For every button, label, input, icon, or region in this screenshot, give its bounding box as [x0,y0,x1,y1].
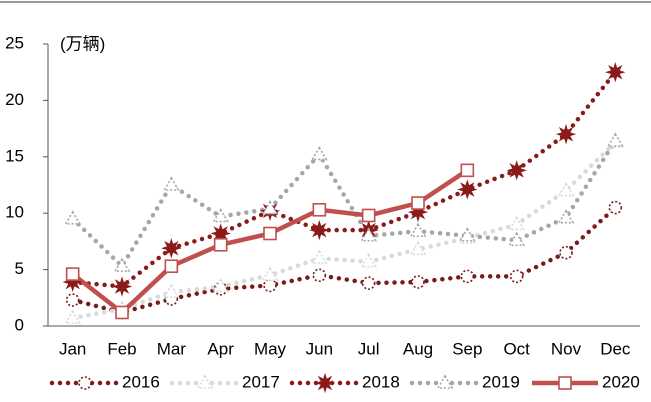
unit-label: (万辆) [60,34,105,53]
marker [555,123,577,145]
x-tick-label: Oct [503,339,530,358]
marker [162,176,180,191]
legend-label: 2016 [122,372,160,391]
x-tick-label: Aug [403,339,433,358]
legend-label: 2017 [242,372,280,391]
marker [361,276,376,290]
marker [458,227,476,242]
marker [460,163,475,178]
x-tick-label: Mar [157,339,187,358]
marker [508,215,526,231]
marker [115,305,129,320]
marker [411,196,425,210]
marker [506,160,527,181]
marker [164,259,179,274]
marker [64,210,82,225]
marker [460,269,475,284]
marker [457,179,478,200]
marker [411,275,425,289]
x-tick-label: May [254,339,287,358]
marker [309,219,330,241]
marker [161,238,182,259]
marker [113,257,131,273]
series-line [70,139,618,321]
marker [557,182,575,197]
marker [261,200,279,215]
marker [263,278,277,293]
legend-label: 2020 [602,372,640,391]
marker [312,268,327,283]
marker [509,269,524,284]
x-tick-label: Feb [107,339,136,358]
marker [213,237,228,252]
marker [111,276,133,297]
x-tick-label: Apr [207,339,234,358]
marker [360,253,378,268]
marker [558,376,572,390]
marker [409,240,427,256]
marker [361,208,376,223]
marker [78,376,92,390]
x-tick-label: Dec [600,339,631,358]
legend-label: 2018 [362,372,400,391]
marker [65,293,80,307]
marker [65,267,80,281]
series-line [70,69,618,289]
marker [162,283,180,298]
y-tick-label: 0 [15,315,24,334]
y-tick-label: 25 [5,33,24,52]
series-line [70,138,618,270]
x-tick-label: Sep [452,339,482,358]
marker [263,226,277,241]
y-tick-label: 20 [5,90,24,109]
marker [508,231,526,247]
marker [212,207,230,223]
marker [436,374,454,389]
x-tick-label: Jun [306,339,333,358]
y-tick-label: 10 [5,203,24,222]
marker [608,200,623,215]
marker [312,203,327,217]
marker [606,132,624,147]
x-tick-label: Jul [358,339,380,358]
marker [310,249,328,265]
marker [409,222,427,238]
marker [261,266,279,282]
marker [360,227,378,242]
legend-label: 2019 [482,372,520,391]
marker [64,309,82,324]
marker [212,277,230,293]
marker [196,374,214,389]
marker [310,145,328,161]
y-tick-label: 15 [5,146,24,165]
x-tick-label: Jan [59,339,86,358]
x-tick-label: Nov [551,339,582,358]
marker [605,62,626,83]
marker [557,209,575,224]
y-tick-label: 5 [15,259,24,278]
marker [559,245,573,260]
marker [314,372,336,394]
